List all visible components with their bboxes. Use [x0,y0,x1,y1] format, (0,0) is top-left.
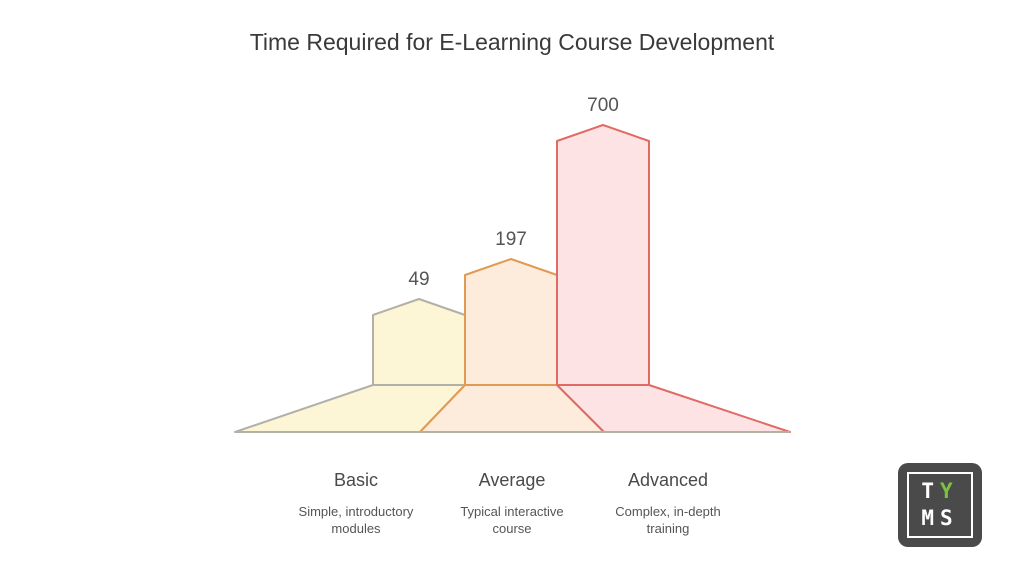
category-label: Average [479,470,546,490]
category-description: modules [331,521,381,536]
category-description: training [647,521,690,536]
tms-logo-row-1: TY [921,479,959,503]
data-label: 700 [587,95,619,116]
labels-group: 49 197 700 Basic Simple, introductory modules… [299,95,721,536]
category-label: Basic [334,470,378,490]
category-label: Advanced [628,470,708,490]
data-label: 49 [408,269,429,290]
tms-logo-row-2: MS [921,506,959,530]
chart-title: Time Required for E-Learning Course Deve… [250,29,775,55]
category-description: Typical interactive [460,504,563,519]
bar-basic [372,298,466,386]
bars-group [234,124,791,433]
category-description: course [492,521,531,536]
bar-advanced [556,124,650,386]
data-label: 197 [495,229,527,250]
tms-logo: TY MS [898,463,982,547]
category-description: Simple, introductory [299,504,414,519]
sprout-icon: Y [940,479,959,503]
bar-average [464,258,558,386]
tms-logo-frame: TY MS [907,472,973,538]
category-description: Complex, in-depth [615,504,721,519]
